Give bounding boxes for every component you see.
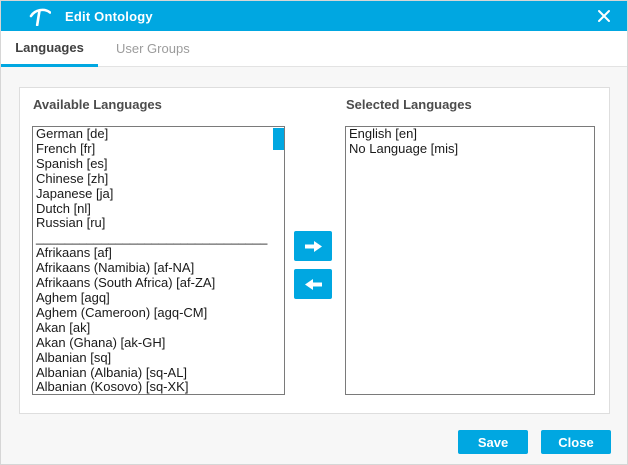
title-bar: Edit Ontology: [1, 1, 627, 31]
list-item[interactable]: Dutch [nl]: [36, 200, 91, 216]
close-button-footer[interactable]: Close: [541, 430, 611, 454]
languages-panel: Available Languages Selected Languages G…: [19, 87, 610, 414]
selected-languages-label: Selected Languages: [346, 97, 472, 112]
list-item[interactable]: Albanian (Albania) [sq-AL]: [36, 364, 188, 380]
list-item[interactable]: Afrikaans (South Africa) [af-ZA]: [36, 275, 216, 291]
move-to-available-button[interactable]: [294, 269, 332, 299]
list-item[interactable]: Aghem (Cameroon) [agq-CM]: [36, 304, 208, 320]
list-item[interactable]: German [de]: [36, 126, 109, 141]
tab-user-groups[interactable]: User Groups: [116, 41, 190, 56]
arrow-right-icon: [304, 240, 322, 252]
list-item[interactable]: Japanese [ja]: [36, 185, 114, 201]
list-item[interactable]: Chinese [zh]: [36, 170, 109, 186]
list-item[interactable]: Afrikaans [af]: [36, 245, 112, 261]
close-button[interactable]: [591, 1, 617, 31]
list-item[interactable]: Akan [ak]: [36, 319, 91, 335]
scrollbar-thumb[interactable]: [273, 128, 284, 150]
arrow-left-icon: [304, 278, 322, 290]
close-icon: [597, 9, 611, 23]
list-item[interactable]: Albanian (Kosovo) [sq-XK]: [36, 379, 189, 395]
save-button[interactable]: Save: [458, 430, 528, 454]
list-item[interactable]: Spanish [es]: [36, 155, 108, 171]
pickaxe-icon: [29, 6, 51, 26]
selected-languages-listbox[interactable]: English [en] No Language [mis]: [345, 126, 595, 395]
list-item[interactable]: French [fr]: [36, 140, 96, 156]
list-item[interactable]: Russian [ru]: [36, 215, 106, 231]
move-to-selected-button[interactable]: [294, 231, 332, 261]
available-languages-label: Available Languages: [33, 97, 162, 112]
footer: Save Close: [1, 430, 627, 454]
list-item[interactable]: Akan (Ghana) [ak-GH]: [36, 334, 166, 350]
available-languages-listbox[interactable]: German [de] French [fr] Spanish [es] Chines…: [32, 126, 285, 395]
tab-languages[interactable]: Languages: [1, 31, 98, 67]
list-item[interactable]: Aghem [agq]: [36, 289, 110, 305]
dialog-title: Edit Ontology: [65, 8, 153, 24]
list-item[interactable]: Albanian [sq]: [36, 349, 112, 365]
list-item[interactable]: English [en]: [349, 126, 417, 141]
list-item[interactable]: Afrikaans (Namibia) [af-NA]: [36, 260, 195, 276]
tab-bar: Languages User Groups: [1, 31, 627, 67]
list-item[interactable]: ________________________________: [36, 230, 268, 246]
list-item[interactable]: No Language [mis]: [349, 140, 459, 156]
